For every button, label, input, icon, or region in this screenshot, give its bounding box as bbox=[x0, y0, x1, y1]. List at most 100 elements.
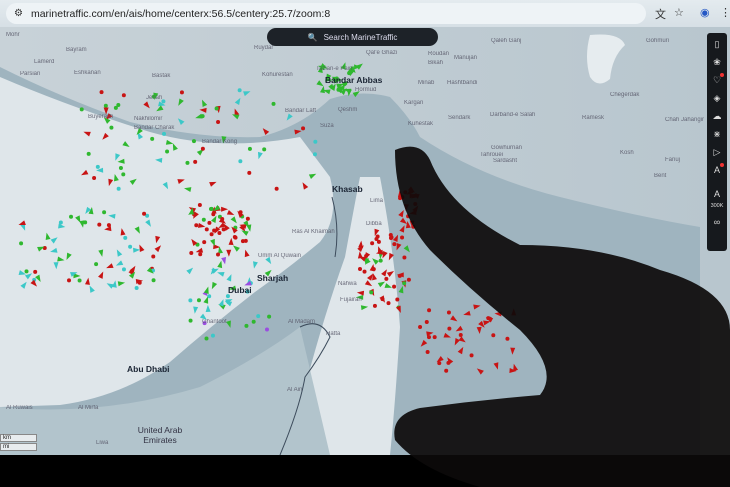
vessel-marker[interactable] bbox=[193, 306, 199, 314]
vessel-marker[interactable] bbox=[346, 89, 352, 97]
vessel-marker[interactable] bbox=[106, 223, 111, 228]
vessel-marker[interactable] bbox=[210, 238, 215, 247]
vessel-marker[interactable] bbox=[360, 305, 369, 311]
vessel-marker[interactable] bbox=[113, 105, 118, 110]
tune-icon[interactable]: ⚙ bbox=[14, 8, 23, 19]
vessel-marker[interactable] bbox=[367, 273, 373, 281]
vessel-marker[interactable] bbox=[364, 252, 371, 260]
vessel-marker[interactable] bbox=[185, 160, 190, 165]
vessel-marker[interactable] bbox=[203, 286, 209, 294]
vessel-marker[interactable] bbox=[75, 215, 81, 223]
vessel-marker[interactable] bbox=[264, 269, 272, 277]
vessel-marker[interactable] bbox=[240, 239, 245, 244]
vessel-marker[interactable] bbox=[374, 228, 380, 237]
vessel-marker[interactable] bbox=[156, 105, 164, 112]
vessel-marker[interactable] bbox=[45, 232, 51, 241]
vessel-marker[interactable] bbox=[349, 68, 355, 77]
vessel-marker[interactable] bbox=[86, 151, 91, 156]
vessel-marker[interactable] bbox=[96, 167, 104, 173]
vessel-marker[interactable] bbox=[188, 207, 194, 215]
vessel-marker[interactable] bbox=[121, 267, 126, 272]
vessel-marker[interactable] bbox=[151, 278, 156, 283]
vessel-marker[interactable] bbox=[225, 294, 230, 299]
vessel-marker[interactable] bbox=[83, 131, 91, 137]
vessel-marker[interactable] bbox=[244, 323, 249, 328]
vessel-marker[interactable] bbox=[221, 206, 229, 212]
vessel-marker[interactable] bbox=[225, 299, 233, 305]
vessel-marker[interactable] bbox=[253, 261, 258, 269]
vessel-marker[interactable] bbox=[136, 127, 143, 135]
vessel-marker[interactable] bbox=[364, 280, 373, 287]
vessel-marker[interactable] bbox=[165, 149, 170, 154]
zoom-level-icon[interactable]: A bbox=[713, 189, 720, 199]
vessel-marker[interactable] bbox=[217, 260, 223, 269]
vessel-marker[interactable] bbox=[188, 298, 193, 303]
vessel-marker[interactable] bbox=[161, 99, 166, 104]
vessel-marker[interactable] bbox=[89, 285, 95, 293]
vessel-marker[interactable] bbox=[257, 151, 263, 160]
vessel-marker[interactable] bbox=[325, 73, 332, 81]
vessel-marker[interactable] bbox=[139, 244, 145, 252]
favorites-icon[interactable]: ♡ bbox=[709, 71, 725, 89]
vessel-marker[interactable] bbox=[154, 245, 162, 253]
vessel-marker[interactable] bbox=[406, 277, 411, 282]
vessel-marker[interactable] bbox=[223, 223, 230, 231]
vessel-marker[interactable] bbox=[381, 269, 387, 277]
vessel-marker[interactable] bbox=[202, 321, 207, 326]
vessel-marker[interactable] bbox=[301, 126, 306, 131]
vessel-marker[interactable] bbox=[211, 281, 218, 290]
vessel-marker[interactable] bbox=[213, 204, 221, 212]
vessel-marker[interactable] bbox=[424, 319, 429, 324]
vessel-marker[interactable] bbox=[104, 226, 112, 232]
vessel-marker[interactable] bbox=[247, 146, 252, 151]
vessel-marker[interactable] bbox=[94, 262, 99, 267]
vessel-marker[interactable] bbox=[384, 276, 389, 281]
vessel-marker[interactable] bbox=[232, 245, 240, 252]
vessel-marker[interactable] bbox=[81, 169, 89, 176]
vessel-marker[interactable] bbox=[376, 239, 381, 244]
vessel-marker[interactable] bbox=[316, 80, 324, 87]
vessel-marker[interactable] bbox=[216, 252, 221, 257]
vessel-marker[interactable] bbox=[189, 250, 194, 255]
vessel-marker[interactable] bbox=[103, 107, 109, 115]
vessel-marker[interactable] bbox=[243, 220, 249, 228]
vessel-marker[interactable] bbox=[446, 310, 451, 315]
translate-icon[interactable]: 文 bbox=[655, 9, 666, 21]
vessel-marker[interactable] bbox=[243, 91, 251, 97]
filters-icon[interactable]: ❀ bbox=[713, 56, 721, 67]
vessel-marker[interactable] bbox=[99, 90, 104, 95]
map-view[interactable]: 🔍 Search MarineTraffic Mohr Bayram Lamerd P… bbox=[0, 27, 730, 455]
vessel-marker[interactable] bbox=[232, 235, 237, 240]
vessel-marker[interactable] bbox=[336, 83, 344, 89]
vessel-marker[interactable] bbox=[142, 211, 147, 216]
vessel-marker[interactable] bbox=[116, 249, 123, 257]
vessel-marker[interactable] bbox=[199, 313, 207, 321]
vessel-marker[interactable] bbox=[106, 263, 114, 269]
vessel-marker[interactable] bbox=[400, 235, 405, 240]
vessel-marker[interactable] bbox=[217, 231, 222, 236]
vessel-marker[interactable] bbox=[320, 85, 325, 94]
vessel-marker[interactable] bbox=[212, 228, 217, 233]
infinity-icon[interactable]: ∞ bbox=[713, 217, 721, 227]
vessel-marker[interactable] bbox=[226, 274, 232, 282]
vessel-marker[interactable] bbox=[188, 318, 193, 323]
vessel-marker[interactable] bbox=[58, 220, 63, 225]
vessel-marker[interactable] bbox=[20, 223, 26, 231]
vessel-marker[interactable] bbox=[146, 267, 154, 274]
vessel-marker[interactable] bbox=[106, 283, 114, 289]
vessel-marker[interactable] bbox=[302, 182, 309, 190]
vessel-marker[interactable] bbox=[237, 88, 242, 93]
vessel-marker[interactable] bbox=[217, 271, 225, 277]
vessel-marker[interactable] bbox=[69, 214, 74, 219]
vessel-marker[interactable] bbox=[24, 269, 29, 274]
vessel-marker[interactable] bbox=[204, 336, 209, 341]
vessel-marker[interactable] bbox=[372, 303, 377, 308]
vessel-marker[interactable] bbox=[354, 64, 362, 70]
vessel-marker[interactable] bbox=[392, 284, 397, 289]
vessel-marker[interactable] bbox=[117, 281, 126, 287]
weather-icon[interactable]: ☁ bbox=[712, 110, 722, 121]
vessel-marker[interactable] bbox=[108, 213, 116, 219]
vessel-marker[interactable] bbox=[262, 147, 267, 152]
vessel-marker[interactable] bbox=[411, 224, 416, 229]
vessel-marker[interactable] bbox=[162, 131, 167, 136]
